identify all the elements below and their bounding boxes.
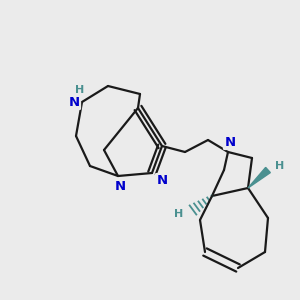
Text: H: H — [174, 209, 184, 219]
Text: N: N — [224, 136, 236, 148]
Text: N: N — [114, 179, 126, 193]
Polygon shape — [248, 167, 270, 188]
Text: H: H — [75, 85, 85, 95]
Text: N: N — [68, 95, 80, 109]
Text: N: N — [156, 175, 168, 188]
Text: H: H — [275, 161, 285, 171]
